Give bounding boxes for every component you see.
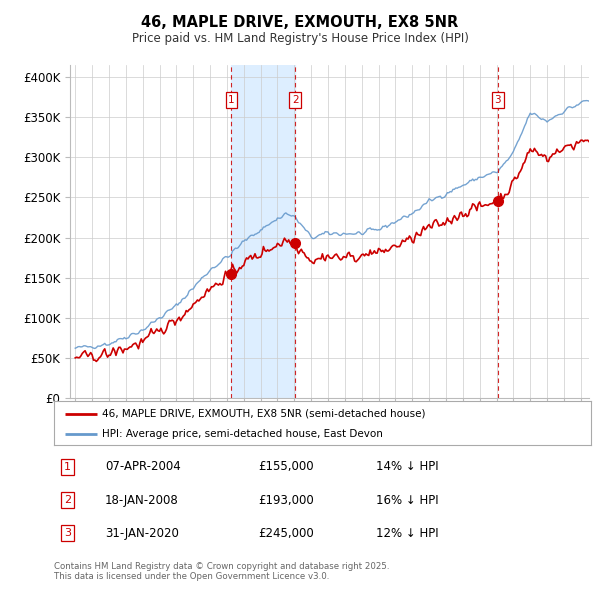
Text: HPI: Average price, semi-detached house, East Devon: HPI: Average price, semi-detached house,… bbox=[103, 429, 383, 439]
Text: 14% ↓ HPI: 14% ↓ HPI bbox=[376, 460, 439, 474]
Text: 1: 1 bbox=[64, 462, 71, 472]
Text: 2: 2 bbox=[64, 495, 71, 505]
Text: 46, MAPLE DRIVE, EXMOUTH, EX8 5NR: 46, MAPLE DRIVE, EXMOUTH, EX8 5NR bbox=[142, 15, 458, 30]
Text: 07-APR-2004: 07-APR-2004 bbox=[105, 460, 181, 474]
Text: 3: 3 bbox=[494, 95, 501, 105]
Text: 12% ↓ HPI: 12% ↓ HPI bbox=[376, 526, 439, 540]
Text: Price paid vs. HM Land Registry's House Price Index (HPI): Price paid vs. HM Land Registry's House … bbox=[131, 32, 469, 45]
Bar bbox=[232, 65, 295, 398]
Text: £155,000: £155,000 bbox=[258, 460, 314, 474]
Text: 16% ↓ HPI: 16% ↓ HPI bbox=[376, 493, 439, 507]
Text: 46, MAPLE DRIVE, EXMOUTH, EX8 5NR (semi-detached house): 46, MAPLE DRIVE, EXMOUTH, EX8 5NR (semi-… bbox=[103, 409, 426, 418]
Text: This data is licensed under the Open Government Licence v3.0.: This data is licensed under the Open Gov… bbox=[54, 572, 329, 581]
Text: 3: 3 bbox=[64, 528, 71, 538]
Text: £193,000: £193,000 bbox=[258, 493, 314, 507]
Text: Contains HM Land Registry data © Crown copyright and database right 2025.: Contains HM Land Registry data © Crown c… bbox=[54, 562, 389, 571]
Text: 31-JAN-2020: 31-JAN-2020 bbox=[105, 526, 179, 540]
Text: 1: 1 bbox=[228, 95, 235, 105]
Text: £245,000: £245,000 bbox=[258, 526, 314, 540]
Text: 2: 2 bbox=[292, 95, 298, 105]
Text: 18-JAN-2008: 18-JAN-2008 bbox=[105, 493, 179, 507]
